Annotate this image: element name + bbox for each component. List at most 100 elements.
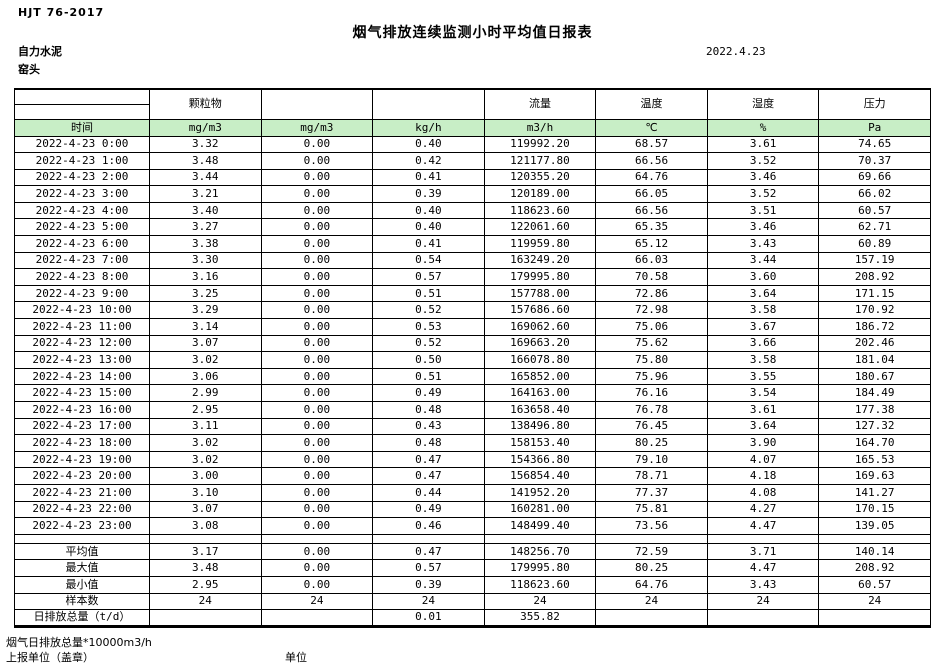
group-pressure: 压力: [818, 88, 931, 120]
summary-value-cell: [260, 609, 374, 627]
summary-value-cell: 208.92: [818, 559, 931, 577]
summary-value-cell: 179995.80: [483, 559, 597, 577]
value-cell: 3.02: [149, 434, 262, 452]
summary-value-cell: 24: [483, 592, 597, 611]
value-cell: 181.04: [818, 351, 931, 369]
value-cell: 158153.40: [483, 434, 597, 452]
unit-cell: Pa: [818, 118, 931, 137]
value-cell: 0.40: [372, 135, 485, 154]
value-cell: 119959.80: [483, 235, 597, 253]
value-cell: 77.37: [595, 483, 708, 502]
group-blank-1: [260, 88, 374, 120]
value-cell: 3.90: [706, 434, 820, 452]
summary-value-cell: 24: [706, 592, 820, 611]
summary-label-cell: 日排放总量（t/d）: [14, 609, 150, 627]
unit-cell: ℃: [595, 118, 708, 137]
value-cell: 0.42: [372, 152, 485, 170]
value-cell: 170.92: [818, 301, 931, 320]
summary-value-cell: 3.71: [706, 542, 820, 561]
summary-value-cell: 0.57: [372, 559, 485, 577]
value-cell: 3.54: [706, 384, 820, 402]
value-cell: 0.41: [372, 235, 485, 253]
value-cell: 0.48: [372, 401, 485, 419]
value-cell: 0.00: [260, 417, 374, 436]
value-cell: 0.00: [260, 318, 374, 336]
value-cell: 138496.80: [483, 417, 597, 436]
summary-value-cell: 0.47: [372, 542, 485, 561]
value-cell: 0.47: [372, 450, 485, 469]
value-cell: 0.00: [260, 367, 374, 386]
value-cell: 75.80: [595, 351, 708, 369]
report-table: 颗粒物 流量 温度 湿度 压力 时间 mg/m3 mg/m3 kg/h m3/h…: [14, 88, 931, 628]
time-cell: 2022-4-23 15:00: [14, 384, 150, 402]
time-cell: 2022-4-23 7:00: [14, 251, 150, 270]
summary-row: 日排放总量（t/d） 0.01 355.82: [14, 609, 931, 627]
value-cell: 3.27: [149, 218, 262, 237]
value-cell: 3.61: [706, 401, 820, 419]
value-cell: 0.51: [372, 284, 485, 303]
unit-cell: mg/m3: [260, 118, 374, 137]
time-cell: 2022-4-23 1:00: [14, 152, 150, 170]
table-row: 2022-4-23 12:00 3.07 0.00 0.52 169663.20 75.6…: [14, 334, 931, 353]
table-row: 2022-4-23 0:00 3.32 0.00 0.40 119992.20 68.57…: [14, 135, 931, 154]
value-cell: 169.63: [818, 467, 931, 485]
value-cell: 0.53: [372, 318, 485, 336]
footer-unit-label: 单位: [285, 651, 307, 664]
value-cell: 0.40: [372, 201, 485, 220]
summary-row: 最大值 3.48 0.00 0.57 179995.80 80.25 4.47 208.92: [14, 559, 931, 577]
table-row: 2022-4-23 23:00 3.08 0.00 0.46 148499.40 73.5…: [14, 517, 931, 535]
value-cell: 3.51: [706, 201, 820, 220]
value-cell: 154366.80: [483, 450, 597, 469]
unit-cell: m3/h: [483, 118, 597, 137]
summary-value-cell: [149, 609, 262, 627]
time-cell: 2022-4-23 22:00: [14, 500, 150, 519]
value-cell: 0.00: [260, 218, 374, 237]
value-cell: 0.00: [260, 185, 374, 203]
value-cell: 4.07: [706, 450, 820, 469]
value-cell: 186.72: [818, 318, 931, 336]
value-cell: 66.05: [595, 185, 708, 203]
value-cell: 0.00: [260, 467, 374, 485]
value-cell: 0.00: [260, 201, 374, 220]
summary-value-cell: 0.01: [372, 609, 485, 627]
value-cell: 3.02: [149, 450, 262, 469]
summary-value-cell: 0.00: [260, 575, 374, 594]
value-cell: 3.67: [706, 318, 820, 336]
table-row: 2022-4-23 8:00 3.16 0.00 0.57 179995.80 70.58…: [14, 268, 931, 286]
summary-value-cell: 0.39: [372, 575, 485, 594]
summary-value-cell: [706, 609, 820, 627]
value-cell: 3.52: [706, 185, 820, 203]
table-row: 2022-4-23 16:00 2.95 0.00 0.48 163658.40 76.7…: [14, 401, 931, 419]
time-cell: 2022-4-23 14:00: [14, 367, 150, 386]
spacer-cell: [149, 533, 262, 544]
value-cell: 2.95: [149, 401, 262, 419]
value-cell: 3.61: [706, 135, 820, 154]
value-cell: 3.43: [706, 235, 820, 253]
time-cell: 2022-4-23 9:00: [14, 284, 150, 303]
table-row: 2022-4-23 13:00 3.02 0.00 0.50 166078.80 75.8…: [14, 351, 931, 369]
table-row: 2022-4-23 10:00 3.29 0.00 0.52 157686.60 72.9…: [14, 301, 931, 320]
value-cell: 169663.20: [483, 334, 597, 353]
summary-value-cell: 3.17: [149, 542, 262, 561]
table-row: 2022-4-23 14:00 3.06 0.00 0.51 165852.00 75.9…: [14, 367, 931, 386]
time-cell: 2022-4-23 8:00: [14, 268, 150, 286]
value-cell: 0.51: [372, 367, 485, 386]
value-cell: 3.58: [706, 301, 820, 320]
summary-row: 最小值 2.95 0.00 0.39 118623.60 64.76 3.43 60.57: [14, 575, 931, 594]
summary-value-cell: 24: [149, 592, 262, 611]
time-cell: 2022-4-23 18:00: [14, 434, 150, 452]
table-row: 2022-4-23 5:00 3.27 0.00 0.40 122061.60 65.35…: [14, 218, 931, 237]
value-cell: 3.21: [149, 185, 262, 203]
value-cell: 74.65: [818, 135, 931, 154]
value-cell: 75.81: [595, 500, 708, 519]
value-cell: 0.40: [372, 218, 485, 237]
value-cell: 163249.20: [483, 251, 597, 270]
value-cell: 72.98: [595, 301, 708, 320]
time-cell: 2022-4-23 3:00: [14, 185, 150, 203]
summary-value-cell: 148256.70: [483, 542, 597, 561]
summary-value-cell: 140.14: [818, 542, 931, 561]
value-cell: 141952.20: [483, 483, 597, 502]
value-cell: 70.58: [595, 268, 708, 286]
value-cell: 0.49: [372, 384, 485, 402]
value-cell: 3.55: [706, 367, 820, 386]
